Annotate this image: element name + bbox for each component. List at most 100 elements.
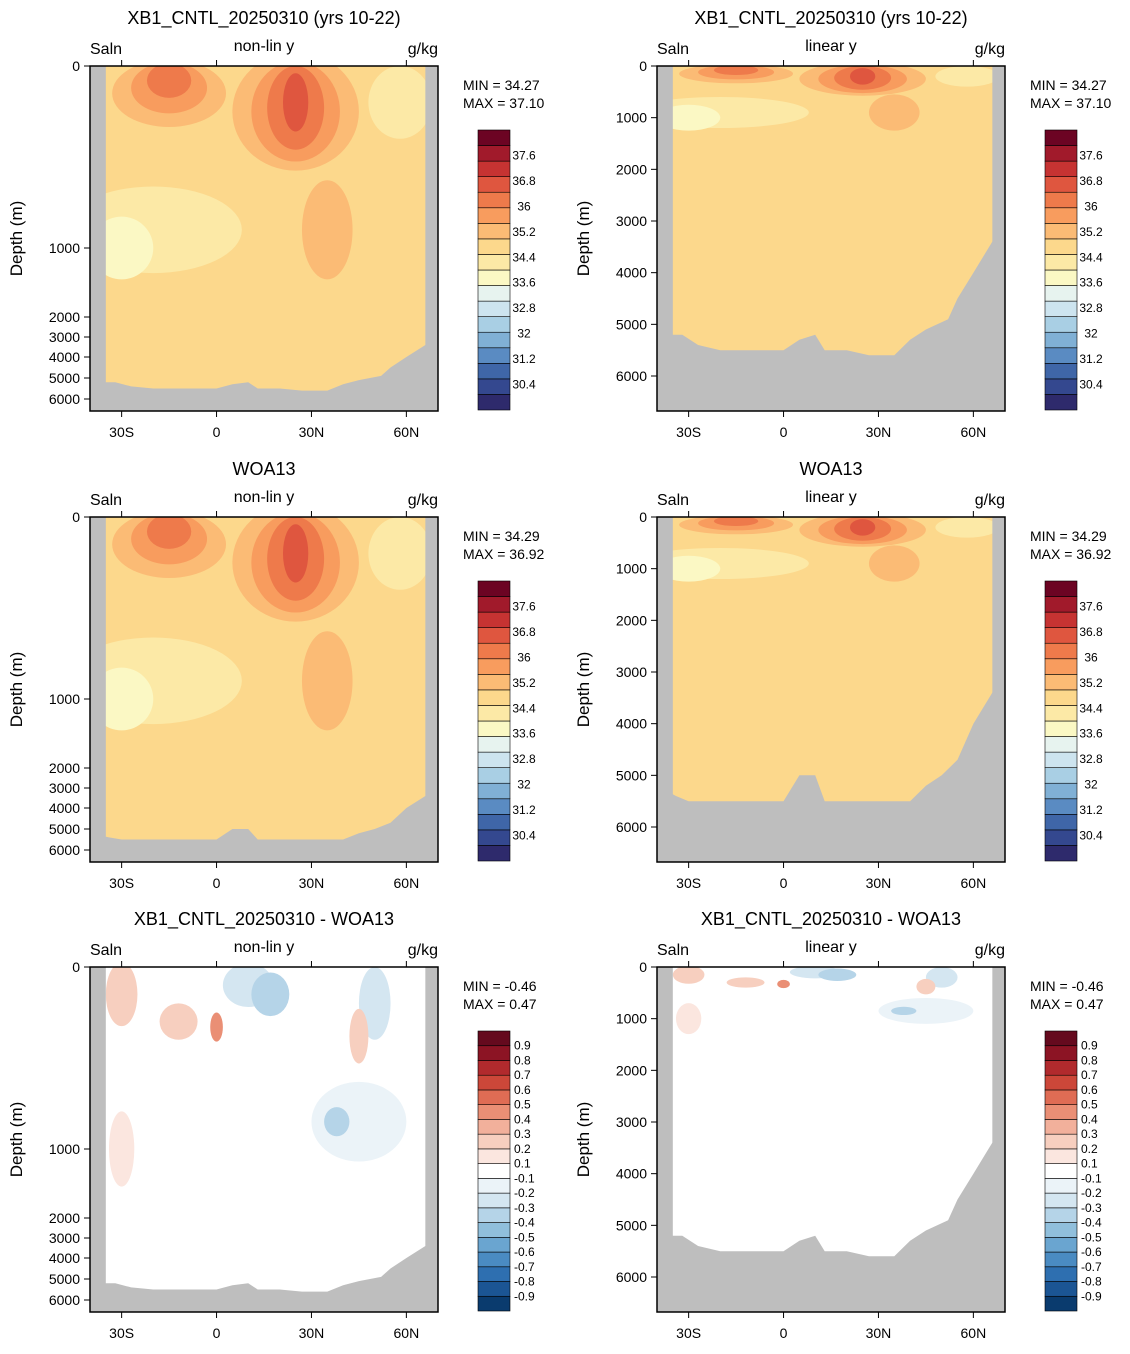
colorbar-label: 0.9 <box>514 1039 531 1053</box>
x-tick-label: 0 <box>780 875 788 891</box>
colorbar-label: 34.4 <box>512 250 536 264</box>
plot-frame <box>656 516 1006 863</box>
north-fresh <box>368 66 432 139</box>
colorbar-label: 0.1 <box>1081 1157 1098 1171</box>
land-west <box>657 967 673 1312</box>
colorbar-label: 0.5 <box>514 1098 531 1112</box>
x-tick-label: 30N <box>866 875 892 891</box>
y-tick-label: 5000 <box>49 1271 80 1287</box>
land-east <box>425 66 438 411</box>
colorbar-swatch <box>477 1119 511 1135</box>
colorbar-swatch <box>477 658 511 675</box>
colorbar-label: 37.6 <box>512 148 536 162</box>
x-tick-label: 30N <box>299 875 325 891</box>
colorbar-label: 36 <box>517 650 531 664</box>
y-axis-label: Depth (m) <box>574 1102 593 1178</box>
colorbar-swatch <box>477 751 511 768</box>
colorbar-label: 30.4 <box>512 378 536 392</box>
colorbar-swatch <box>477 300 511 317</box>
panel-center-label: linear y <box>805 939 857 956</box>
panel-left-label: Saln <box>90 492 122 509</box>
colorbar-label: 32 <box>517 327 531 341</box>
panel-right-label: g/kg <box>408 492 438 509</box>
y-tick-label: 1000 <box>616 110 647 126</box>
x-tick-label: 0 <box>780 1325 788 1341</box>
north-max-peak <box>849 68 876 85</box>
land-east <box>425 967 438 1312</box>
colorbar-swatch <box>477 580 511 597</box>
neg-anom-4 <box>311 1081 407 1162</box>
colorbar-label: 33.6 <box>1079 727 1103 741</box>
colorbar-swatch <box>477 627 511 644</box>
panel-right-label: g/kg <box>975 492 1005 509</box>
colorbar-swatch <box>1044 191 1078 209</box>
colorbar-label: 0.9 <box>1081 1039 1098 1053</box>
x-tick-label: 30S <box>676 424 701 440</box>
north-fresh <box>935 66 999 87</box>
colorbar-swatch <box>477 1222 511 1238</box>
colorbar-swatch <box>477 596 511 613</box>
colorbar-swatch <box>477 1178 511 1194</box>
colorbar-label: 32.8 <box>512 301 536 315</box>
colorbar-label: 35.2 <box>1079 676 1103 690</box>
colorbar-swatch <box>477 207 511 224</box>
colorbar-swatch <box>477 238 511 255</box>
y-tick-label: 1000 <box>49 240 80 256</box>
colorbar-label: -0.3 <box>514 1201 535 1215</box>
panel-title: WOA13 <box>232 459 295 479</box>
stat-min: MIN = 34.27 <box>1030 77 1107 93</box>
colorbar-swatch <box>1044 720 1078 737</box>
field <box>90 66 438 411</box>
colorbar-label: 0.3 <box>514 1127 531 1141</box>
colorbar-label: 34.4 <box>512 701 536 715</box>
colorbar-label: 0.2 <box>1081 1142 1098 1156</box>
seafloor <box>657 672 1005 862</box>
colorbar-label: 36.8 <box>1079 625 1103 639</box>
colorbar-label: 0.3 <box>1081 1127 1098 1141</box>
colorbar-swatch <box>477 720 511 737</box>
colorbar-swatch <box>1044 767 1078 784</box>
colorbar-swatch <box>477 1237 511 1253</box>
colorbar-label: -0.6 <box>514 1245 535 1259</box>
colorbar-swatch <box>1044 363 1078 380</box>
colorbar-swatch <box>1044 1119 1078 1135</box>
panel-1: XB1_CNTL_20250310 (yrs 10-22) Saln non-lin… <box>7 8 545 440</box>
colorbar-label: -0.2 <box>1081 1186 1102 1200</box>
colorbar-label: 0.8 <box>514 1053 531 1067</box>
y-tick-label: 0 <box>639 959 647 975</box>
colorbar: 0.90.80.70.60.50.40.30.20.1-0.1-0.2-0.3-… <box>477 1030 535 1312</box>
panel-4: WOA13 Saln linear y g/kg 0 1000 2000 3000 4000 50… <box>574 459 1112 891</box>
colorbar-label: 0.4 <box>1081 1112 1098 1126</box>
pos-anom-2 <box>726 977 765 988</box>
colorbar-swatch <box>477 160 511 177</box>
fresh-core <box>90 667 154 731</box>
colorbar-label: 37.6 <box>1079 148 1103 162</box>
colorbar-label: -0.1 <box>1081 1171 1102 1185</box>
med-outflow <box>301 180 353 280</box>
colorbar-label: -0.5 <box>1081 1230 1102 1244</box>
x-tick-label: 60N <box>961 1325 987 1341</box>
field <box>657 66 1005 411</box>
north-fresh <box>368 517 432 590</box>
panel-title: XB1_CNTL_20250310 - WOA13 <box>134 909 394 930</box>
colorbar-swatch <box>477 1030 511 1047</box>
colorbar-label: 36 <box>1084 650 1098 664</box>
colorbar-swatch <box>477 1060 511 1076</box>
panel-title: WOA13 <box>799 459 862 479</box>
colorbar-label: 0.6 <box>1081 1083 1098 1097</box>
colorbar-swatch <box>477 814 511 831</box>
panels: XB1_CNTL_20250310 (yrs 10-22) Saln non-lin… <box>7 8 1112 1341</box>
x-tick-label: 30N <box>866 1325 892 1341</box>
colorbar-swatch <box>477 1148 511 1164</box>
colorbar-label: -0.3 <box>1081 1201 1102 1215</box>
x-tick-label: 60N <box>394 1325 420 1341</box>
south-max-core <box>146 517 192 549</box>
colorbar-swatch <box>477 1192 511 1209</box>
colorbar-label: 0.8 <box>1081 1053 1098 1067</box>
x-tick-label: 0 <box>780 424 788 440</box>
colorbar-label: -0.9 <box>1081 1289 1102 1303</box>
colorbar-swatch <box>477 145 511 162</box>
y-tick-label: 3000 <box>616 213 647 229</box>
panel-center-label: non-lin y <box>234 38 294 55</box>
colorbar-swatch <box>477 845 511 862</box>
